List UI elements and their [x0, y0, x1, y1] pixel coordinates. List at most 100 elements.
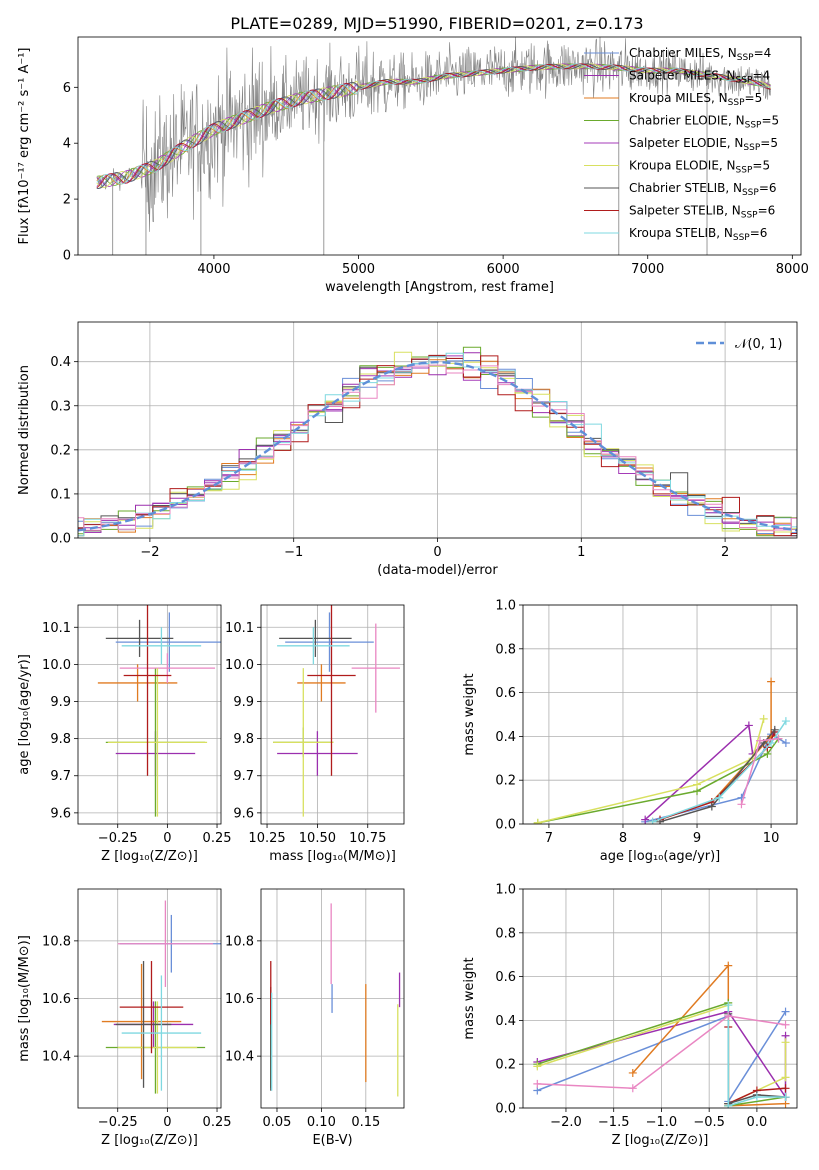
weight-line [537, 718, 765, 824]
legend-label: Salpeter STELIB, NSSP=6 [629, 204, 775, 221]
weight-marker [628, 1068, 637, 1077]
weight-series [533, 1012, 790, 1093]
weight-marker [781, 1007, 790, 1016]
x-tick-label: 9 [693, 831, 701, 846]
weight-series [648, 717, 790, 824]
x-tick-label: 5000 [342, 262, 375, 277]
plot-area [273, 605, 400, 817]
x-tick-label: 0.25 [203, 1115, 232, 1130]
y-tick-label: 0.3 [50, 399, 71, 414]
y-tick-label: 2 [63, 193, 71, 208]
weight-marker [724, 1101, 733, 1108]
model-line [96, 63, 771, 186]
y-axis-label: mass weight [462, 957, 477, 1039]
y-tick-label: 9.6 [233, 806, 254, 821]
weight-marker [744, 721, 753, 730]
y-tick-label: 9.8 [50, 732, 71, 747]
x-tick-label: 7000 [631, 262, 664, 277]
x-tick-label: −1.0 [646, 1115, 678, 1130]
x-tick-label: 0.05 [263, 1115, 292, 1130]
x-tick-label: 6000 [487, 262, 520, 277]
histogram-series [78, 352, 797, 537]
weight-marker [781, 1073, 790, 1082]
legend-label: 𝒩(0, 1) [735, 337, 782, 352]
x-axis-label: mass [log₁₀(M/M⊙)] [269, 849, 396, 864]
error-bar-point [105, 619, 174, 657]
weight-marker [767, 677, 776, 686]
legend: Chabrier MILES, NSSP=4 Salpeter MILES, NS… [584, 46, 779, 243]
x-tick-label: 0.0 [747, 1115, 768, 1130]
error-bar-point [119, 653, 216, 683]
weight-marker [774, 734, 783, 743]
error-bar-point [107, 668, 208, 817]
x-tick-label: −1.5 [598, 1115, 630, 1130]
axes-frame [77, 604, 222, 825]
error-bar-point [119, 961, 184, 1054]
weight-line [659, 731, 776, 821]
axes-frame [522, 604, 798, 825]
y-tick-label: 0.6 [495, 970, 516, 985]
weight-marker [533, 818, 542, 824]
x-tick-label: 2 [721, 545, 729, 560]
weight-marker [770, 725, 779, 734]
error-bar-point [279, 619, 352, 657]
error-bar-point [101, 963, 182, 1080]
plot-area [78, 346, 797, 537]
weight-marker [641, 815, 650, 824]
y-axis-label: mass [log₁₀(M/M⊙)] [17, 935, 32, 1062]
y-tick-label: 10.8 [42, 934, 71, 949]
x-tick-label: 0.25 [203, 831, 232, 846]
y-tick-label: 0.4 [50, 355, 71, 370]
y-tick-label: 6 [63, 81, 71, 96]
weight-marker [707, 802, 716, 811]
legend-label: Chabrier MILES, NSSP=4 [629, 46, 771, 63]
x-tick-label: 10.75 [349, 831, 386, 846]
y-tick-label: 10.4 [42, 1050, 71, 1065]
weight-marker [648, 817, 657, 824]
plot-area [270, 903, 401, 1097]
legend-label: Salpeter MILES, NSSP=4 [629, 69, 770, 86]
weight-marker [533, 1062, 542, 1071]
y-axis-label: Flux [fλ10⁻¹⁷ erg cm⁻² s⁻¹ A⁻¹] [17, 48, 32, 245]
y-tick-label: 9.9 [50, 695, 71, 710]
error-bar-point [297, 664, 346, 702]
weight-series [724, 1001, 790, 1108]
weight-series [737, 734, 783, 809]
chart-title: PLATE=0289, MJD=51990, FIBERID=0201, z=0… [230, 14, 643, 33]
histogram-series [78, 352, 797, 537]
y-tick-label: 0.2 [50, 443, 71, 458]
y-tick-label: 10.1 [225, 621, 254, 636]
legend-label: Kroupa ELODIE, NSSP=5 [629, 159, 770, 176]
x-tick-label: 10 [763, 831, 780, 846]
x-tick-label: 8000 [776, 262, 809, 277]
y-tick-label: 9.7 [50, 769, 71, 784]
error-bar-point [97, 664, 178, 702]
x-tick-label: −2.0 [550, 1115, 582, 1130]
y-tick-label: 0.8 [495, 926, 516, 941]
y-tick-label: 10.8 [225, 934, 254, 949]
weight-series [656, 725, 779, 824]
plot-area [101, 900, 221, 1094]
weight-series [533, 714, 768, 824]
x-tick-label: 7 [545, 831, 553, 846]
x-tick-label: −0.25 [98, 831, 138, 846]
weight-marker [781, 1038, 790, 1047]
axes-frame [77, 888, 222, 1109]
weight-series [533, 734, 783, 824]
x-axis-label: wavelength [Angstrom, rest frame] [325, 280, 554, 295]
weight-marker [533, 1079, 542, 1088]
error-bar-point [351, 623, 400, 713]
error-bar-point [285, 612, 374, 672]
weight-marker [781, 1020, 790, 1029]
y-tick-label: 1.0 [495, 883, 516, 898]
plot-area [533, 961, 790, 1108]
weight-marker [781, 717, 790, 726]
y-tick-label: 0.4 [495, 730, 516, 745]
panel-mass_vs_EBV: 0.05 0.10 0.15 10.4 10.6 10.8 E(B-V) [225, 888, 405, 1148]
panel-mass_vs_Z: −0.25 0 0.25 10.4 10.6 10.8 Z [log₁₀(Z/Z⊙)] mas… [17, 888, 232, 1148]
x-tick-label: 8 [619, 831, 627, 846]
x-axis-label: Z [log₁₀(Z/Z⊙)] [612, 1133, 709, 1148]
x-axis-label: E(B-V) [312, 1133, 352, 1148]
weight-line [659, 729, 776, 823]
